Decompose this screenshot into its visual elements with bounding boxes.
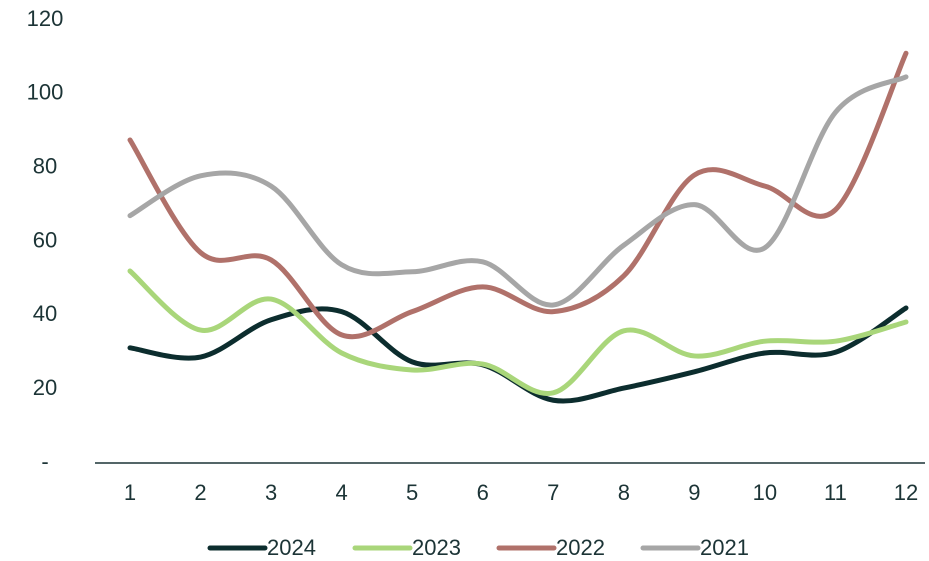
x-tick-label: 6 xyxy=(477,480,489,505)
x-tick-label: 1 xyxy=(124,480,136,505)
y-tick-label: - xyxy=(41,449,48,474)
legend-label: 2022 xyxy=(556,535,605,560)
series-line xyxy=(127,268,909,396)
legend-label: 2021 xyxy=(700,535,749,560)
series-line xyxy=(127,305,909,404)
y-tick-label: 60 xyxy=(33,227,57,252)
legend-label: 2023 xyxy=(412,535,461,560)
x-tick-label: 3 xyxy=(265,480,277,505)
y-tick-label: 80 xyxy=(33,153,57,178)
x-tick-label: 7 xyxy=(547,480,559,505)
x-tick-label: 2 xyxy=(194,480,206,505)
x-tick-label: 5 xyxy=(406,480,418,505)
y-tick-label: 20 xyxy=(33,375,57,400)
series-line xyxy=(127,74,909,308)
legend-label: 2024 xyxy=(267,535,316,560)
x-tick-label: 8 xyxy=(618,480,630,505)
x-tick-label: 10 xyxy=(753,480,777,505)
x-tick-label: 12 xyxy=(894,480,918,505)
series-line xyxy=(127,50,909,340)
x-tick-label: 11 xyxy=(824,480,847,505)
y-tick-label: 120 xyxy=(27,6,64,31)
y-tick-label: 40 xyxy=(33,301,57,326)
y-tick-label: 100 xyxy=(27,80,64,105)
x-tick-label: 9 xyxy=(688,480,700,505)
x-tick-label: 4 xyxy=(336,480,348,505)
